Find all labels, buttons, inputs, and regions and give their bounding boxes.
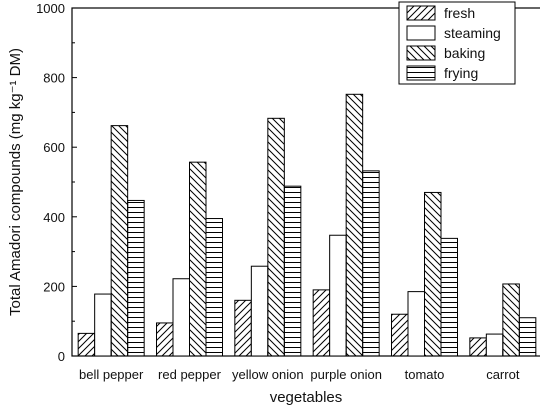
bar-baking — [502, 283, 520, 357]
bar-fresh — [469, 337, 487, 357]
bar-fresh — [77, 332, 96, 357]
y-tick-label: 200 — [43, 279, 65, 294]
bar-baking — [110, 125, 129, 357]
x-tick-label: purple onion — [310, 367, 382, 382]
bar-steaming — [407, 291, 425, 357]
bar-frying — [127, 199, 145, 357]
bar-baking — [424, 191, 442, 357]
bar-frying — [205, 218, 223, 357]
bar-baking — [189, 161, 207, 357]
y-tick-label: 400 — [43, 210, 65, 225]
x-tick-label: tomato — [405, 367, 445, 382]
bar-steaming — [485, 333, 504, 357]
bar-steaming — [94, 293, 112, 357]
y-tick-label: 0 — [58, 349, 65, 364]
x-tick-label: red pepper — [158, 367, 222, 382]
bar-fresh — [234, 299, 252, 357]
legend-swatch-baking — [406, 45, 436, 61]
x-tick-label: bell pepper — [79, 367, 144, 382]
bar-fresh — [391, 313, 409, 357]
legend-swatch-frying — [406, 65, 436, 81]
x-tick-label: yellow onion — [232, 367, 304, 382]
bar-fresh — [156, 322, 174, 357]
legend-swatch-fresh — [406, 5, 436, 21]
legend: fresh steaming baking frying — [398, 1, 516, 85]
bar-baking — [345, 93, 364, 357]
bar-frying — [440, 237, 458, 357]
legend-label-fresh: fresh — [444, 5, 475, 21]
bar-steaming — [250, 265, 269, 357]
legend-swatch-steaming — [406, 25, 436, 41]
legend-label-baking: baking — [444, 45, 485, 61]
bar-steaming — [329, 234, 347, 357]
bar-frying — [518, 317, 537, 357]
bar-steaming — [172, 278, 190, 357]
x-tick-label: carrot — [486, 367, 520, 382]
bar-frying — [362, 170, 380, 357]
x-axis-title: vegetables — [270, 389, 343, 406]
y-tick-label: 800 — [43, 71, 65, 86]
legend-label-steaming: steaming — [444, 25, 501, 41]
bar-frying — [283, 185, 302, 357]
plot-area: 0 200 400 600 800 1000 bell pepper red pepper ye… — [36, 1, 540, 382]
y-tick-label: 600 — [43, 140, 65, 155]
bar-fresh — [312, 289, 331, 357]
y-axis-title: Total Amadori compounds (mg kg⁻¹ DM) — [7, 48, 24, 316]
legend-label-frying: frying — [444, 65, 478, 81]
bar-baking — [267, 117, 285, 357]
y-tick-label: 1000 — [36, 1, 65, 16]
